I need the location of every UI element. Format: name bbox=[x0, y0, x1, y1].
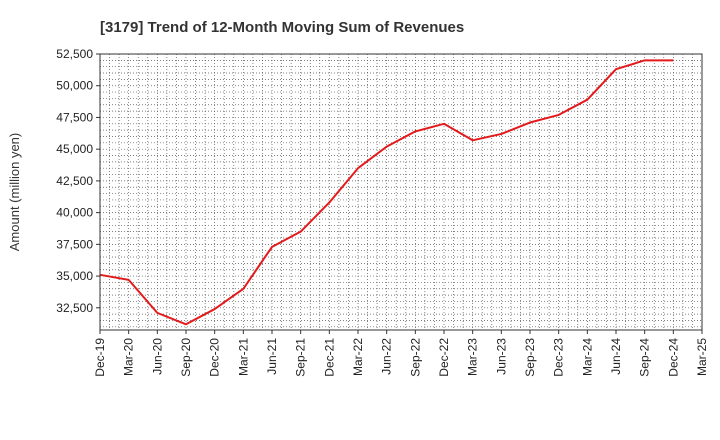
x-tick-label: Sep-24 bbox=[638, 338, 652, 377]
y-axis: 32,500 35,000 37,500 40,000 42,500 45,000 47,5… bbox=[56, 47, 100, 315]
x-tick-label: Sep-23 bbox=[523, 338, 537, 377]
grid bbox=[100, 54, 702, 330]
x-tick-label: Sep-22 bbox=[408, 338, 422, 377]
x-tick-label: Dec-24 bbox=[666, 338, 680, 377]
y-tick-label: 42,500 bbox=[56, 174, 93, 188]
x-tick-label: Mar-20 bbox=[122, 338, 136, 376]
y-tick-label: 35,000 bbox=[56, 269, 93, 283]
y-tick-label: 40,000 bbox=[56, 206, 93, 220]
x-tick-label: Jun-22 bbox=[380, 338, 394, 375]
x-tick-label: Sep-20 bbox=[179, 338, 193, 377]
y-tick-label: 47,500 bbox=[56, 110, 93, 124]
x-tick-label: Dec-22 bbox=[437, 338, 451, 377]
x-tick-label: Jun-20 bbox=[150, 338, 164, 375]
x-tick-label: Dec-23 bbox=[552, 338, 566, 377]
plot-frame bbox=[99, 53, 703, 331]
x-tick-label: Jun-21 bbox=[265, 338, 279, 375]
y-tick-label: 32,500 bbox=[56, 301, 93, 315]
series-line bbox=[99, 59, 674, 326]
y-tick-label: 52,500 bbox=[56, 47, 93, 61]
x-tick-label: Mar-22 bbox=[351, 338, 365, 376]
x-tick-label: Jun-23 bbox=[494, 338, 508, 375]
x-tick-label: Mar-21 bbox=[236, 338, 250, 376]
x-tick-label: Mar-25 bbox=[695, 338, 709, 376]
series-layer bbox=[99, 59, 674, 326]
x-tick-label: Mar-23 bbox=[466, 338, 480, 376]
x-tick-label: Dec-21 bbox=[322, 338, 336, 377]
x-tick-label: Mar-24 bbox=[580, 338, 594, 376]
x-axis: Dec-19 Mar-20 Jun-20 Sep-20 Dec-20 Mar-21 Jun-… bbox=[93, 330, 709, 377]
x-tick-label: Dec-20 bbox=[208, 338, 222, 377]
y-tick-label: 45,000 bbox=[56, 142, 93, 156]
y-tick-label: 50,000 bbox=[56, 79, 93, 93]
x-tick-label: Dec-19 bbox=[93, 338, 107, 377]
chart-title: [3179] Trend of 12-Month Moving Sum of R… bbox=[100, 19, 464, 36]
x-tick-label: Jun-24 bbox=[609, 338, 623, 375]
y-axis-label: Amount (million yen) bbox=[7, 133, 22, 252]
y-tick-label: 37,500 bbox=[56, 237, 93, 251]
x-tick-label: Sep-21 bbox=[294, 338, 308, 377]
